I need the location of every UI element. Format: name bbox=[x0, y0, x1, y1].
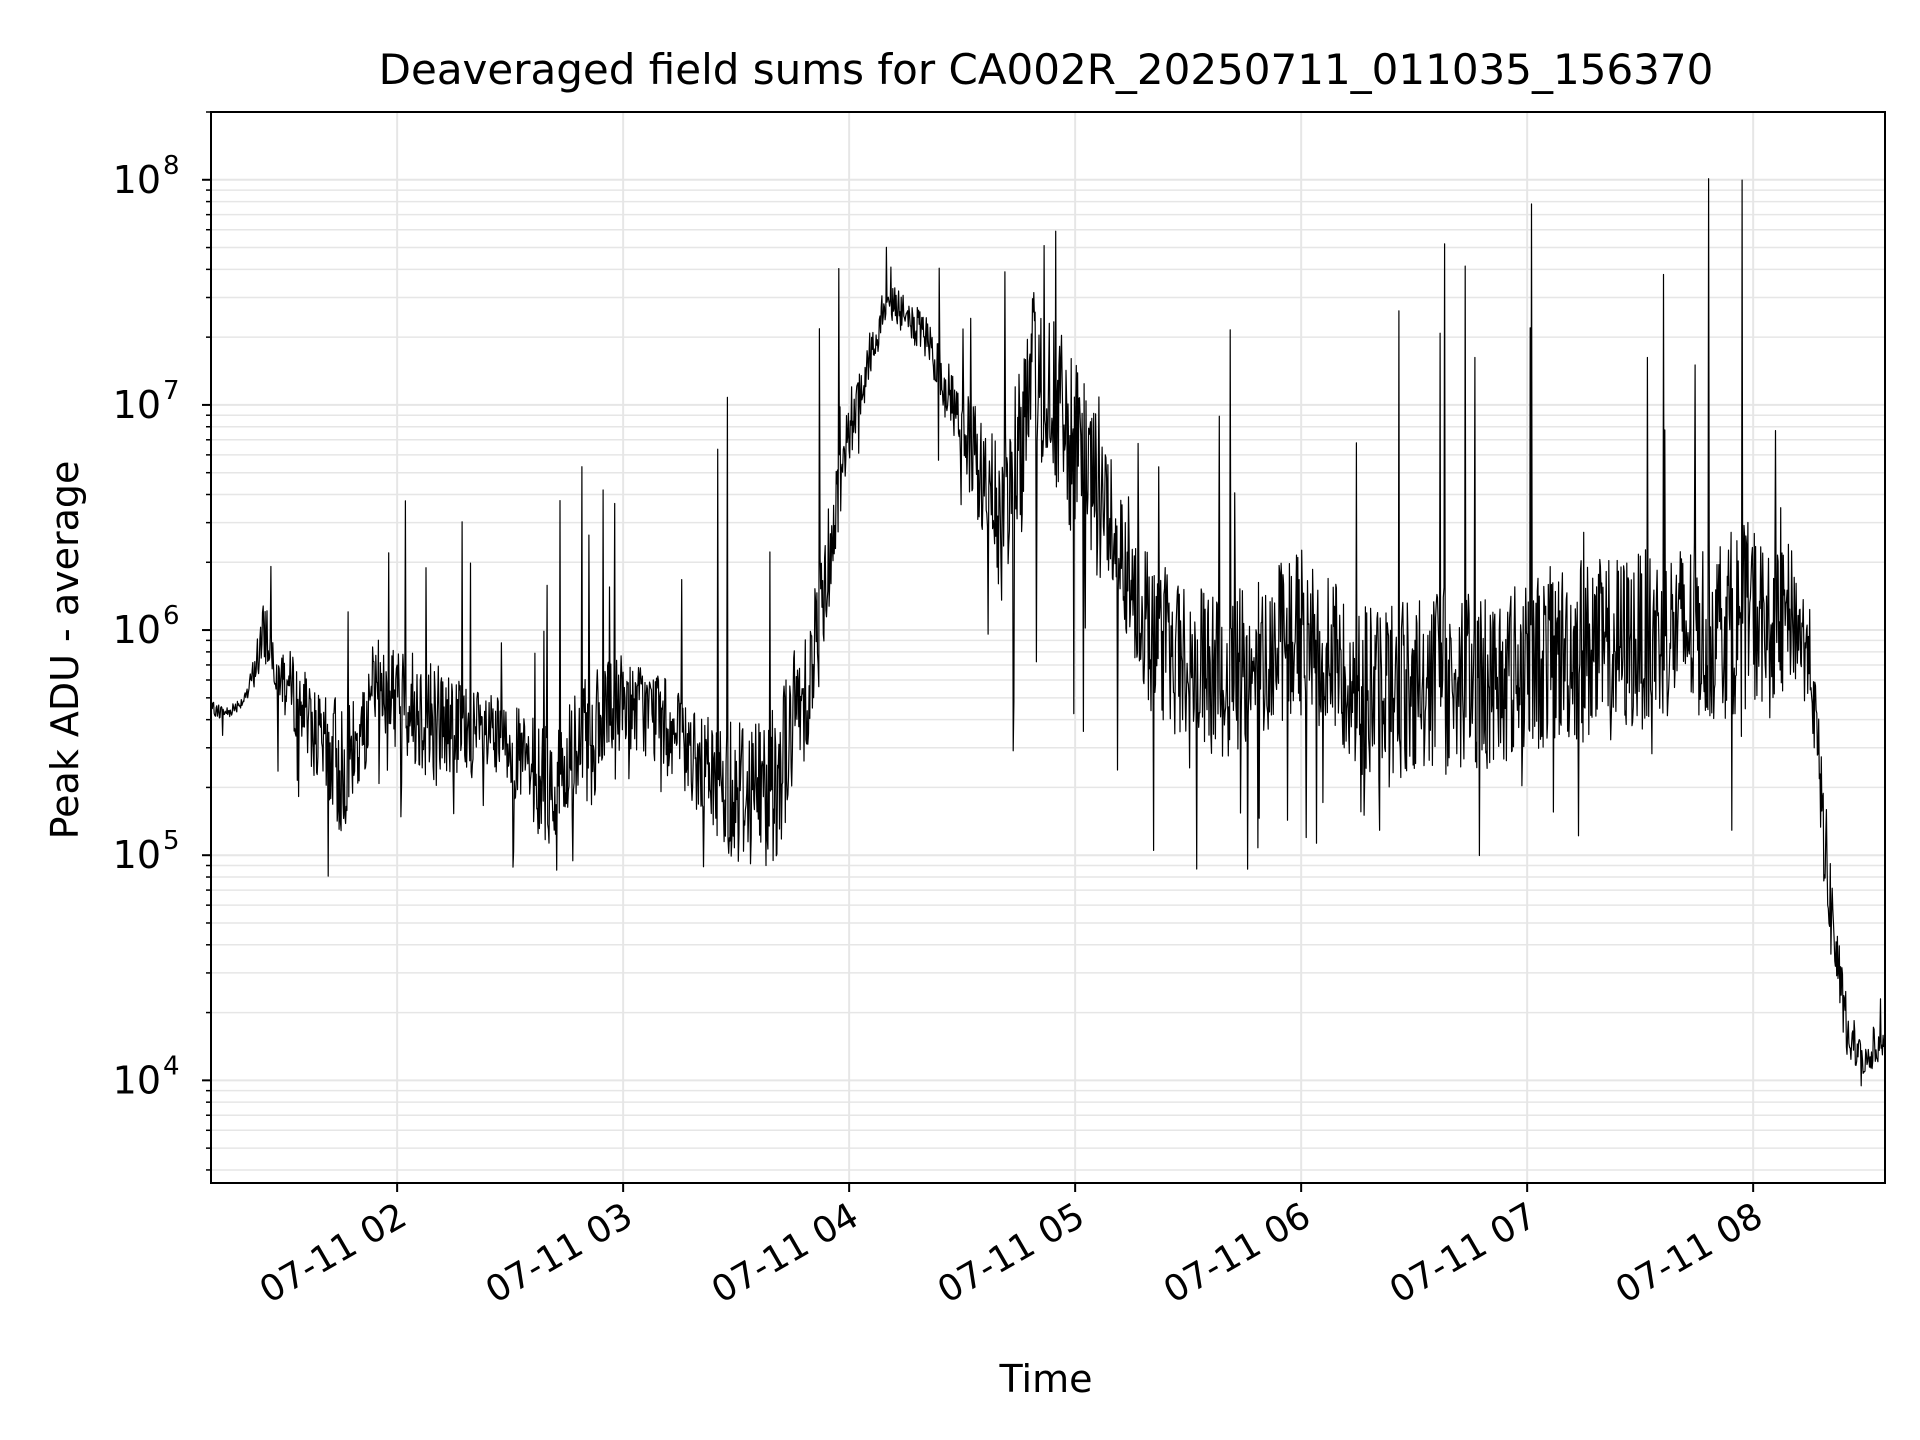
y-tick-label-exponent: 5 bbox=[163, 826, 180, 856]
y-tick-label: 10 bbox=[113, 608, 161, 652]
y-tick-label: 10 bbox=[113, 383, 161, 427]
y-tick-label-exponent: 4 bbox=[163, 1051, 180, 1081]
plot-area-frame bbox=[210, 111, 1886, 1184]
y-tick-label-exponent: 8 bbox=[163, 151, 180, 181]
x-axis-label: Time bbox=[999, 1357, 1093, 1401]
series-line bbox=[210, 178, 1886, 1087]
y-tick-label-exponent: 7 bbox=[163, 376, 180, 406]
grid-lines bbox=[211, 111, 1885, 1183]
y-axis-label: Peak ADU - average bbox=[43, 461, 87, 840]
chart-title: Deaveraged field sums for CA002R_2025071… bbox=[379, 45, 1714, 94]
y-tick-label-exponent: 6 bbox=[163, 601, 180, 631]
y-tick-label: 10 bbox=[113, 158, 161, 202]
y-tick-label: 10 bbox=[113, 833, 161, 877]
data-series bbox=[210, 178, 1886, 1087]
y-tick-label: 10 bbox=[113, 1058, 161, 1102]
